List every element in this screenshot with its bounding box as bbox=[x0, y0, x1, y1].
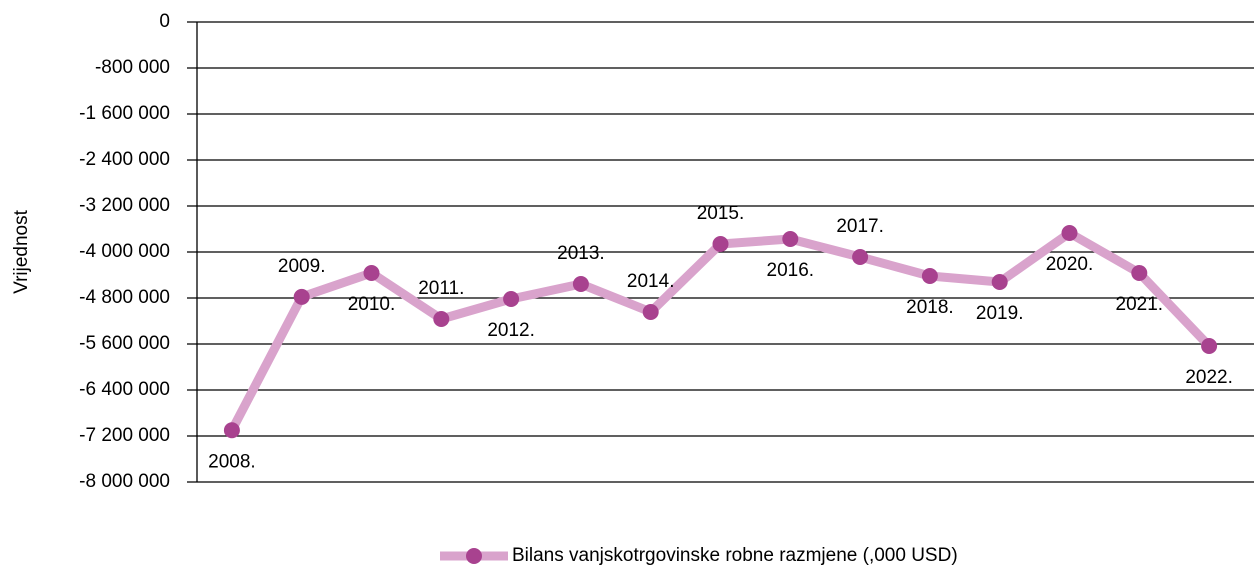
point-label: 2013. bbox=[557, 243, 605, 264]
y-tick-label: -5 600 000 bbox=[79, 333, 170, 354]
point-label: 2021. bbox=[1116, 294, 1164, 315]
legend-marker bbox=[466, 548, 482, 564]
y-tick-label: 0 bbox=[159, 11, 170, 32]
point-label: 2011. bbox=[418, 278, 464, 299]
marker bbox=[293, 288, 310, 305]
point-label: 2009. bbox=[278, 256, 326, 277]
point-label: 2012. bbox=[487, 320, 535, 341]
marker bbox=[1061, 225, 1078, 242]
marker bbox=[991, 274, 1008, 291]
y-tick-label: -7 200 000 bbox=[79, 425, 170, 446]
y-tick-label: -2 400 000 bbox=[79, 149, 170, 170]
marker bbox=[1131, 264, 1148, 281]
marker bbox=[642, 303, 659, 320]
point-label: 2017. bbox=[836, 216, 884, 237]
marker bbox=[572, 276, 589, 293]
y-tick-label: -6 400 000 bbox=[79, 379, 170, 400]
marker bbox=[503, 290, 520, 307]
marker bbox=[223, 422, 240, 439]
point-label: 2022. bbox=[1185, 367, 1233, 388]
y-axis-label: Vrijednost bbox=[11, 209, 32, 294]
marker bbox=[852, 249, 869, 266]
point-label: 2020. bbox=[1046, 254, 1094, 275]
point-label: 2014. bbox=[627, 271, 675, 292]
y-tick-label: -1 600 000 bbox=[79, 103, 170, 124]
y-tick-label: -800 000 bbox=[95, 57, 170, 78]
point-label: 2016. bbox=[767, 260, 815, 281]
marker bbox=[433, 310, 450, 327]
marker bbox=[921, 267, 938, 284]
point-label: 2015. bbox=[697, 203, 745, 224]
marker bbox=[712, 236, 729, 253]
y-tick-label: -3 200 000 bbox=[79, 195, 170, 216]
y-tick-label: -4 000 000 bbox=[79, 241, 170, 262]
point-label: 2010. bbox=[348, 294, 396, 315]
point-label: 2018. bbox=[906, 297, 954, 318]
marker bbox=[782, 231, 799, 248]
y-tick-label: -4 800 000 bbox=[79, 287, 170, 308]
point-label: 2008. bbox=[208, 451, 256, 472]
marker bbox=[1201, 338, 1218, 355]
y-tick-label: -8 000 000 bbox=[79, 471, 170, 492]
point-label: 2019. bbox=[976, 303, 1024, 324]
legend-label: Bilans vanjskotrgovinske robne razmjene … bbox=[512, 545, 958, 566]
marker bbox=[363, 264, 380, 281]
